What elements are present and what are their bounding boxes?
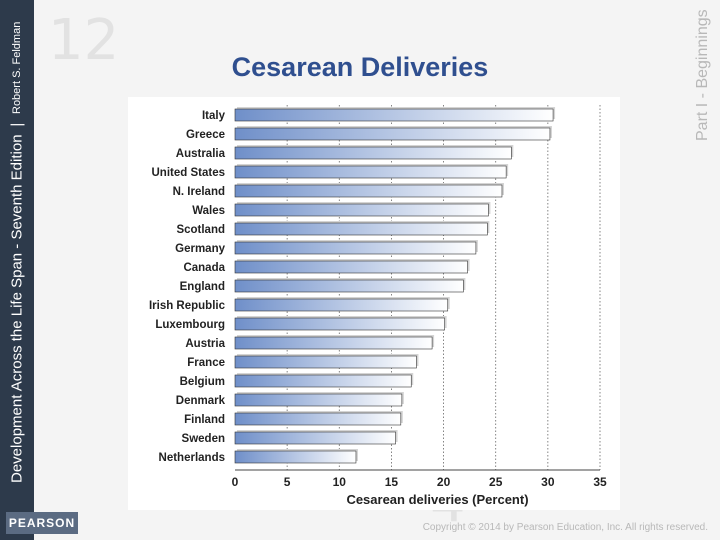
x-axis-label: Cesarean deliveries (Percent) (346, 492, 528, 507)
category-label: Sweden (182, 433, 225, 445)
category-label: United States (152, 167, 226, 179)
category-labels: Italy Greece Australia United States N. Irel… (149, 110, 226, 464)
category-label: Greece (186, 129, 225, 141)
copyright-notice: Copyright © 2014 by Pearson Education, I… (422, 522, 708, 533)
bar (234, 184, 503, 198)
category-label: Germany (175, 243, 225, 255)
decorative-digits: 12 (48, 8, 120, 73)
category-label: France (187, 357, 225, 369)
category-label: Netherlands (159, 452, 225, 464)
bar (234, 279, 464, 293)
bar (234, 241, 477, 255)
x-tick-label: 5 (284, 475, 291, 489)
bar-chart: Italy Greece Australia United States N. Irel… (149, 105, 607, 507)
bar (234, 336, 433, 350)
category-label: Belgium (180, 376, 225, 388)
bar (234, 146, 512, 160)
category-label: England (180, 281, 225, 293)
x-tick-label: 30 (541, 475, 555, 489)
x-tick-label: 35 (593, 475, 607, 489)
category-label: Australia (176, 148, 226, 160)
x-tick-label: 20 (437, 475, 451, 489)
category-label: Wales (192, 205, 225, 217)
category-label: Denmark (176, 395, 226, 407)
x-tick-label: 15 (385, 475, 399, 489)
bar (234, 108, 554, 122)
book-title: Development Across the Life Span - Seven… (8, 134, 26, 484)
x-tick-labels: 0 5 10 15 20 25 30 35 (232, 475, 607, 489)
category-label: Luxembourg (155, 319, 225, 331)
bar (234, 374, 412, 388)
bar (234, 165, 507, 179)
category-label: N. Ireland (173, 186, 225, 198)
bar (234, 431, 396, 445)
bar (234, 450, 357, 464)
bar (234, 203, 489, 217)
x-tick-label: 0 (232, 475, 239, 489)
bar (234, 393, 403, 407)
category-label: Austria (185, 338, 225, 350)
bar (234, 298, 449, 312)
chart-container: Italy Greece Australia United States N. Irel… (128, 97, 620, 510)
category-label: Canada (183, 262, 225, 274)
category-label: Scotland (176, 224, 225, 236)
bar (234, 222, 488, 236)
category-label: Finland (184, 414, 225, 426)
bar (234, 412, 402, 426)
x-tick-label: 10 (333, 475, 347, 489)
bar (234, 127, 551, 141)
bars (234, 107, 556, 464)
slide-title: Cesarean Deliveries (231, 52, 489, 82)
category-label: Irish Republic (149, 300, 226, 312)
bar (234, 355, 417, 369)
category-label: Italy (202, 110, 226, 122)
bar (234, 317, 445, 331)
bar (234, 260, 468, 274)
x-tick-label: 25 (489, 475, 503, 489)
book-sidebar: Development Across the Life Span - Seven… (0, 0, 34, 540)
pearson-logo: PEARSON (6, 512, 78, 534)
